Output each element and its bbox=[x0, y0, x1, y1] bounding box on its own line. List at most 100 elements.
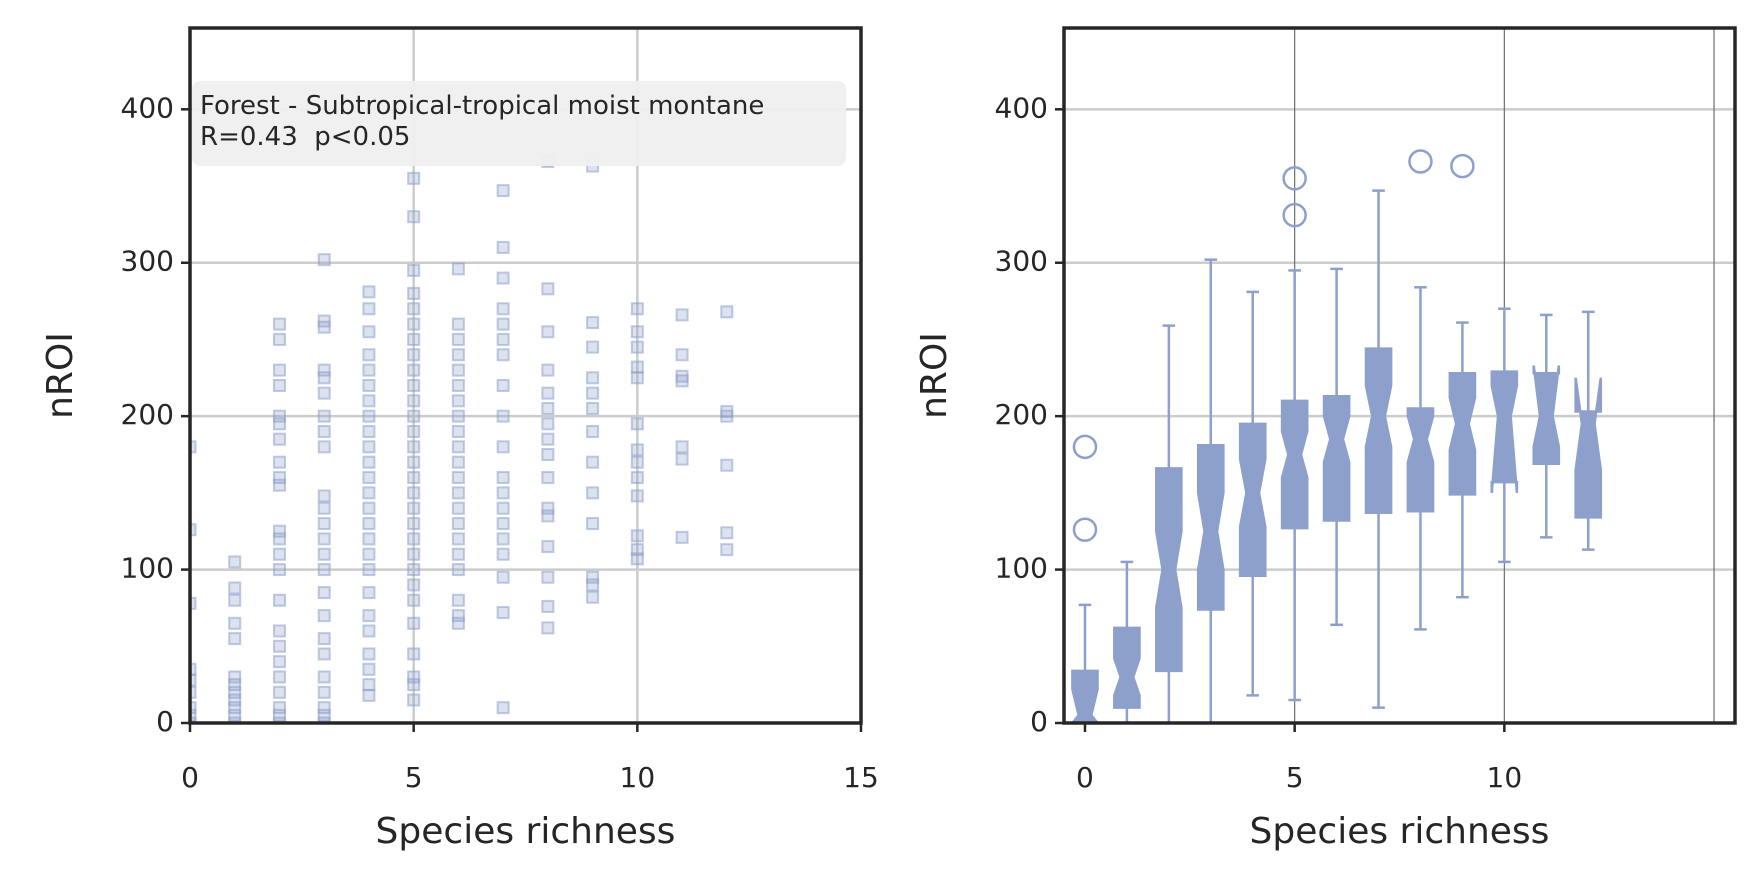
point bbox=[541, 282, 555, 296]
point bbox=[362, 662, 376, 676]
point bbox=[407, 501, 421, 515]
annotation-text: Forest - Subtropical-tropical moist mont… bbox=[200, 91, 764, 121]
point bbox=[720, 543, 734, 557]
point bbox=[541, 386, 555, 400]
point bbox=[451, 363, 465, 377]
x-axis-label: Species richness bbox=[376, 811, 676, 852]
axes-frame bbox=[1062, 26, 1737, 725]
point bbox=[630, 325, 644, 339]
point bbox=[720, 405, 734, 419]
point bbox=[407, 486, 421, 500]
point bbox=[496, 570, 510, 584]
point bbox=[317, 632, 331, 646]
point bbox=[317, 685, 331, 699]
point bbox=[317, 647, 331, 661]
point bbox=[630, 455, 644, 469]
point bbox=[451, 486, 465, 500]
point bbox=[496, 348, 510, 362]
y-tick-label: 400 bbox=[995, 91, 1048, 124]
x-tick-label: 5 bbox=[405, 761, 423, 794]
point bbox=[228, 616, 242, 630]
y-tick-label: 200 bbox=[995, 398, 1048, 431]
point bbox=[496, 302, 510, 316]
point bbox=[407, 616, 421, 630]
point bbox=[541, 432, 555, 446]
point bbox=[720, 305, 734, 319]
point bbox=[496, 440, 510, 454]
point bbox=[190, 685, 197, 699]
point bbox=[407, 647, 421, 661]
point bbox=[541, 540, 555, 554]
point bbox=[317, 563, 331, 577]
point bbox=[407, 693, 421, 707]
point bbox=[675, 308, 689, 322]
point bbox=[362, 563, 376, 577]
point bbox=[407, 210, 421, 224]
x-tick-label: 15 bbox=[843, 761, 879, 794]
point bbox=[362, 409, 376, 423]
point bbox=[586, 340, 600, 354]
point bbox=[272, 478, 286, 492]
point bbox=[272, 670, 286, 684]
point bbox=[630, 552, 644, 566]
box bbox=[1196, 444, 1225, 611]
point bbox=[272, 417, 286, 431]
point bbox=[541, 363, 555, 377]
annotation-box bbox=[192, 81, 846, 166]
x-tick-label: 0 bbox=[1076, 761, 1094, 794]
point bbox=[451, 317, 465, 331]
point bbox=[720, 458, 734, 472]
point bbox=[407, 317, 421, 331]
point bbox=[190, 701, 197, 715]
point bbox=[496, 701, 510, 715]
point bbox=[675, 348, 689, 362]
point bbox=[496, 532, 510, 546]
point bbox=[317, 409, 331, 423]
point bbox=[630, 489, 644, 503]
point bbox=[272, 547, 286, 561]
point bbox=[451, 471, 465, 485]
point bbox=[228, 685, 242, 699]
point bbox=[272, 532, 286, 546]
point bbox=[362, 547, 376, 561]
point bbox=[630, 471, 644, 485]
point bbox=[630, 371, 644, 385]
point bbox=[630, 360, 644, 374]
y-tick-label: 300 bbox=[995, 245, 1048, 278]
point bbox=[317, 517, 331, 531]
point bbox=[362, 688, 376, 702]
point bbox=[586, 578, 600, 592]
point bbox=[675, 530, 689, 544]
x-axis-label: Species richness bbox=[1250, 811, 1550, 852]
point bbox=[228, 632, 242, 646]
point bbox=[362, 532, 376, 546]
point bbox=[190, 440, 197, 454]
point bbox=[451, 440, 465, 454]
y-tick-label: 100 bbox=[995, 552, 1048, 585]
point bbox=[317, 424, 331, 438]
point bbox=[541, 417, 555, 431]
box bbox=[1574, 377, 1603, 519]
point bbox=[407, 678, 421, 692]
point bbox=[541, 401, 555, 415]
point bbox=[407, 593, 421, 607]
point bbox=[496, 471, 510, 485]
point bbox=[362, 325, 376, 339]
point bbox=[362, 378, 376, 392]
point bbox=[272, 685, 286, 699]
point bbox=[630, 529, 644, 543]
point bbox=[407, 302, 421, 316]
point bbox=[407, 670, 421, 684]
point bbox=[362, 486, 376, 500]
point bbox=[541, 570, 555, 584]
outlier bbox=[1282, 202, 1307, 228]
point bbox=[586, 455, 600, 469]
point bbox=[317, 440, 331, 454]
point bbox=[317, 708, 331, 722]
x-tick-label: 5 bbox=[1286, 761, 1304, 794]
point bbox=[272, 363, 286, 377]
point bbox=[496, 332, 510, 346]
point bbox=[362, 647, 376, 661]
point bbox=[720, 526, 734, 540]
point bbox=[362, 471, 376, 485]
